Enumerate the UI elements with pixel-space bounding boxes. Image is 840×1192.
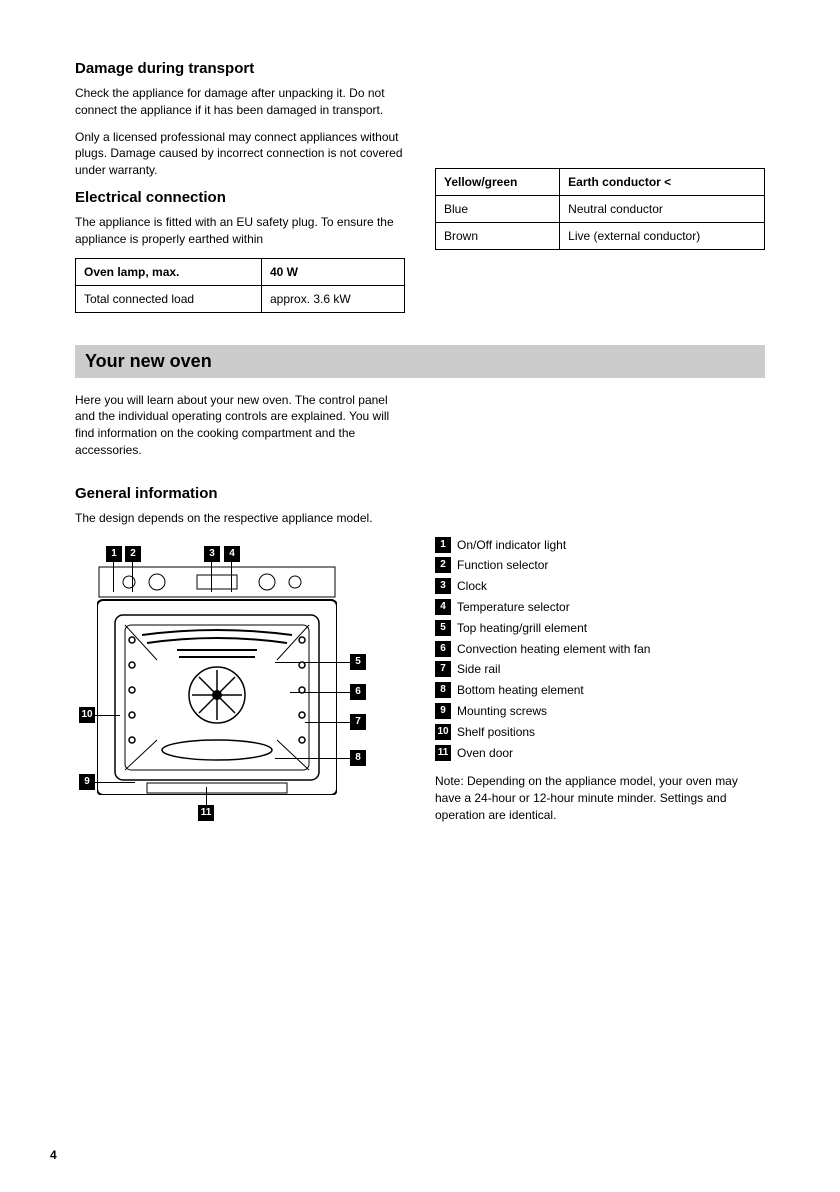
legend-number: 1 [435,537,451,553]
page-number: 4 [50,1148,57,1162]
callout-1: 1 [106,546,122,562]
legend-item: 4 Temperature selector [435,599,765,616]
callout-3: 3 [204,546,220,562]
oven-illustration-icon [97,565,337,795]
table-row: Brown Live (external conductor) [436,223,765,250]
callout-9: 9 [79,774,95,790]
cell: Earth conductor < [560,169,765,196]
cell: Blue [436,196,560,223]
callout-2: 2 [125,546,141,562]
note-text: Note: Depending on the appliance model, … [435,773,765,823]
legend-text: Temperature selector [457,599,570,616]
legend-number: 9 [435,703,451,719]
cell: Brown [436,223,560,250]
table-row: Oven lamp, max. 40 W [76,258,405,285]
cell: Yellow/green [436,169,560,196]
cell: Live (external conductor) [560,223,765,250]
callout-6: 6 [350,684,366,700]
lower-section: 1 2 3 4 5 6 7 8 9 10 11 [75,537,765,834]
legend-item: 9 Mounting screws [435,703,765,720]
legend-item: 1 On/Off indicator light [435,537,765,554]
legend-text: Side rail [457,661,500,678]
elec-heading: Electrical connection [75,189,405,206]
table-row: Yellow/green Earth conductor < [436,169,765,196]
legend-text: Shelf positions [457,724,535,741]
legend-text: Bottom heating element [457,682,584,699]
legend-number: 5 [435,620,451,636]
left-column: Damage during transport Check the applia… [75,60,405,327]
legend-text: Oven door [457,745,513,762]
cell: Total connected load [76,285,262,312]
wire-color-table: Yellow/green Earth conductor < Blue Neut… [435,168,765,250]
damage-p2: Only a licensed professional may connect… [75,129,405,179]
legend-item: 3 Clock [435,578,765,595]
legend-number: 8 [435,682,451,698]
callout-5: 5 [350,654,366,670]
oven-diagram: 1 2 3 4 5 6 7 8 9 10 11 [75,537,405,834]
section-band: Your new oven [75,345,765,378]
legend-number: 7 [435,661,451,677]
legend-item: 6 Convection heating element with fan [435,641,765,658]
upper-columns: Damage during transport Check the applia… [75,60,765,327]
cell: Oven lamp, max. [76,258,262,285]
elec-body: The appliance is fitted with an EU safet… [75,214,405,248]
legend-item: 5 Top heating/grill element [435,620,765,637]
legend-item: 2 Function selector [435,557,765,574]
cell: approx. 3.6 kW [262,285,405,312]
legend-column: 1 On/Off indicator light 2 Function selecto… [435,537,765,834]
manual-page: Damage during transport Check the applia… [0,0,840,1192]
table-row: Total connected load approx. 3.6 kW [76,285,405,312]
right-column: Yellow/green Earth conductor < Blue Neut… [435,60,765,327]
legend-text: Clock [457,578,487,595]
legend-number: 4 [435,599,451,615]
legend-item: 11 Oven door [435,745,765,762]
legend-number: 11 [435,745,451,761]
legend-text: On/Off indicator light [457,537,566,554]
cell: 40 W [262,258,405,285]
legend-item: 10 Shelf positions [435,724,765,741]
legend-item: 7 Side rail [435,661,765,678]
table-row: Blue Neutral conductor [436,196,765,223]
callout-8: 8 [350,750,366,766]
legend-number: 2 [435,557,451,573]
damage-p1: Check the appliance for damage after unp… [75,85,405,119]
legend-text: Convection heating element with fan [457,641,650,658]
callout-10: 10 [79,707,95,723]
damage-heading: Damage during transport [75,60,405,77]
cell: Neutral conductor [560,196,765,223]
legend-text: Mounting screws [457,703,547,720]
callout-11: 11 [198,805,214,821]
legend-number: 3 [435,578,451,594]
general-heading: General information [75,485,765,502]
legend-item: 8 Bottom heating element [435,682,765,699]
general-sub: The design depends on the respective app… [75,510,765,527]
callout-7: 7 [350,714,366,730]
band-intro-left: Here you will learn about your new oven.… [75,392,406,459]
legend-text: Function selector [457,557,548,574]
legend-number: 6 [435,641,451,657]
small-spec-table: Oven lamp, max. 40 W Total connected loa… [75,258,405,313]
legend-text: Top heating/grill element [457,620,587,637]
callout-4: 4 [224,546,240,562]
legend-number: 10 [435,724,451,740]
